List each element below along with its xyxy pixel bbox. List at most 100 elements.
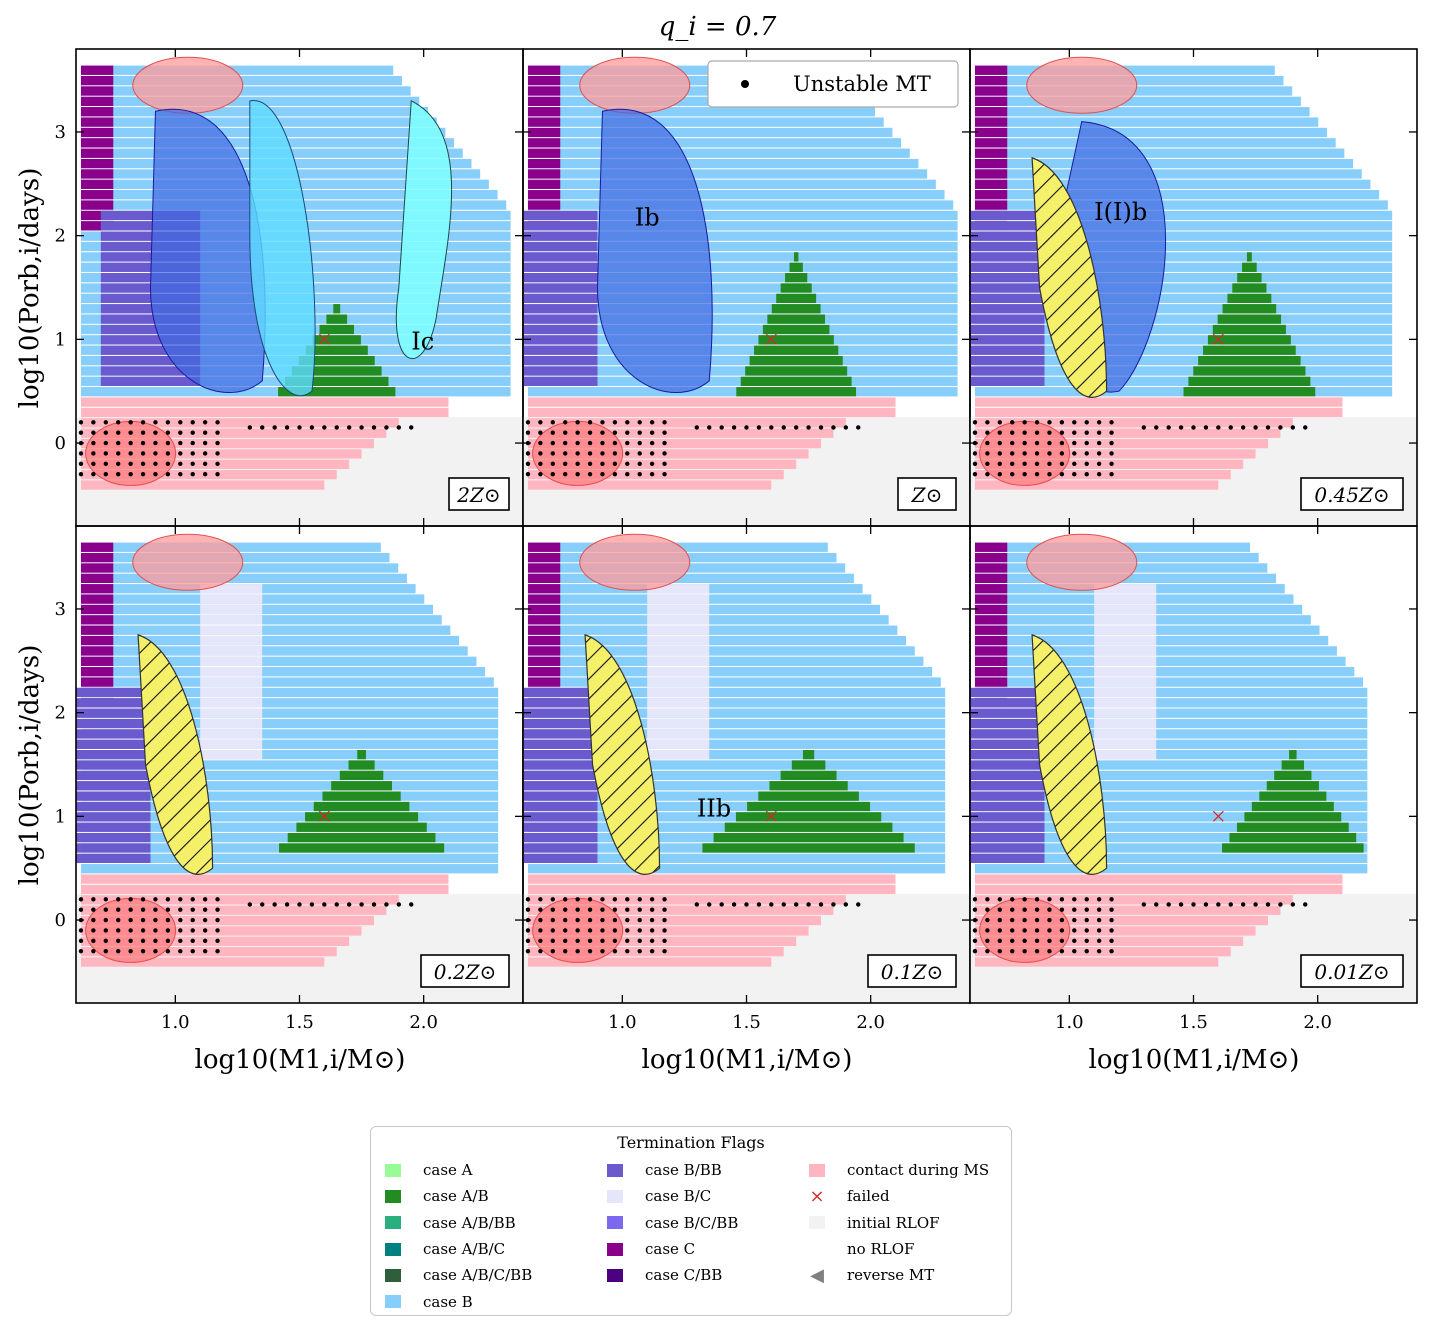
cell-case-b: [974, 335, 1393, 345]
panel-045Zsun: I(I)b 0.45Z⊙: [969, 48, 1418, 527]
unstable-mt-marker: [1228, 425, 1233, 430]
cell-case-b: [80, 853, 499, 864]
unstable-mt-marker: [649, 907, 655, 912]
unstable-mt-marker: [116, 471, 121, 477]
cell-case-b: [527, 656, 924, 666]
cell-case-c: [80, 604, 114, 615]
cell-case-a-b: [1232, 283, 1267, 293]
contact-density-region: [1026, 533, 1138, 591]
cell-case-c: [527, 604, 561, 615]
unstable-mt-marker: [190, 948, 195, 954]
unstable-mt-marker: [1010, 897, 1015, 902]
unstable-mt-marker: [409, 425, 414, 430]
cell-case-b: [527, 864, 946, 874]
unstable-mt-marker: [1141, 425, 1147, 430]
cell-contact-ms: [974, 895, 1293, 905]
cell-case-b: [80, 65, 394, 75]
cell-case-c: [974, 148, 1008, 158]
cell-case-b-bb: [76, 749, 151, 760]
cell-case-b: [80, 749, 499, 760]
cell-contact-ms: [974, 459, 1244, 469]
cell-case-b: [974, 221, 1393, 231]
y-tick-label: 0: [55, 433, 66, 454]
unstable-mt-marker: [662, 907, 667, 912]
unstable-mt-marker: [587, 928, 593, 933]
cell-case-b-bb: [76, 760, 151, 770]
cell-case-c: [527, 573, 561, 584]
panel-2Zsun: 0 1 2 3 Ic 2Z⊙: [55, 48, 524, 527]
unstable-mt-marker: [1290, 902, 1296, 907]
cell-case-c: [527, 667, 561, 677]
unstable-mt-marker: [202, 897, 208, 902]
cell-case-b-bb: [100, 221, 201, 231]
cell-case-a-b: [785, 272, 808, 283]
unstable-mt-marker: [247, 902, 253, 907]
unstable-mt-marker: [612, 420, 618, 425]
cell-contact-ms: [527, 895, 846, 905]
cell-case-b-bb: [76, 822, 151, 832]
cell-case-a-b: [1244, 812, 1342, 822]
cell-case-a-b: [1212, 324, 1286, 335]
cell-contact-ms: [527, 397, 896, 407]
unstable-mt-marker: [600, 938, 605, 943]
legend-swatch: [607, 1189, 623, 1203]
unstable-mt-marker: [1109, 471, 1114, 477]
cell-case-c: [80, 148, 114, 158]
cell-case-b-bb: [523, 781, 598, 791]
cell-case-c: [80, 594, 114, 604]
x-tick-label: 2.0: [1303, 1012, 1332, 1033]
cell-case-c: [80, 221, 114, 231]
cell-case-b-bb: [523, 822, 598, 832]
unstable-mt-marker: [1034, 928, 1040, 933]
unstable-mt-marker: [1059, 938, 1065, 943]
unstable-mt-marker: [178, 430, 183, 435]
cell-contact-ms: [527, 418, 846, 428]
cell-case-b-c: [1094, 656, 1157, 666]
unstable-mt-marker: [1022, 461, 1027, 466]
cell-contact-ms: [974, 947, 1231, 957]
unstable-mt-marker: [625, 907, 630, 912]
unstable-mt-marker: [719, 902, 724, 907]
cell-contact-ms: [80, 936, 350, 946]
unstable-mt-marker: [744, 902, 749, 907]
unstable-mt-marker: [322, 902, 327, 907]
cell-case-b-c: [200, 698, 263, 708]
cell-case-b: [527, 107, 876, 117]
cell-case-a-b: [287, 832, 436, 843]
legend-label: case A/B/C: [423, 1240, 506, 1259]
unstable-mt-marker: [525, 948, 531, 954]
cell-case-b-c: [1094, 625, 1157, 635]
unstable-mt-legend-label: Unstable MT: [793, 72, 931, 96]
cell-case-b: [527, 138, 902, 148]
unstable-mt-marker: [1022, 907, 1027, 912]
unstable-mt-marker: [769, 425, 774, 430]
cell-case-b: [80, 708, 499, 718]
unstable-mt-marker: [1034, 451, 1040, 456]
unstable-mt-marker: [1034, 897, 1040, 902]
unstable-mt-marker: [538, 461, 543, 466]
cell-case-b: [80, 760, 499, 770]
cell-contact-ms: [974, 418, 1293, 428]
cell-case-b: [80, 801, 499, 812]
cell-case-b: [80, 573, 407, 584]
unstable-mt-marker: [1084, 471, 1089, 477]
cell-case-c: [527, 635, 561, 646]
cell-case-b-c: [647, 656, 710, 666]
unstable-mt-marker: [178, 948, 183, 954]
cell-case-a-b: [333, 304, 341, 314]
unstable-mt-marker: [1034, 917, 1040, 923]
unstable-mt-marker: [1072, 948, 1077, 954]
failed-marker: [1212, 810, 1224, 822]
unstable-mt-marker: [103, 948, 109, 954]
unstable-mt-marker: [769, 902, 774, 907]
unstable-mt-marker: [563, 917, 568, 923]
unstable-mt-marker: [985, 471, 990, 477]
unstable-mt-marker: [985, 948, 990, 954]
cell-case-c: [80, 667, 114, 677]
x-axis-label-left: log10(M1,i/M⊙): [195, 1045, 406, 1075]
unstable-mt-marker: [1240, 902, 1246, 907]
panel-01Zsun: 1.0 1.5 2.0 IIb 0.1Z⊙: [522, 525, 971, 1033]
cell-case-c: [527, 552, 561, 563]
unstable-mt-marker: [1059, 948, 1065, 954]
cell-contact-ms: [974, 449, 1256, 459]
